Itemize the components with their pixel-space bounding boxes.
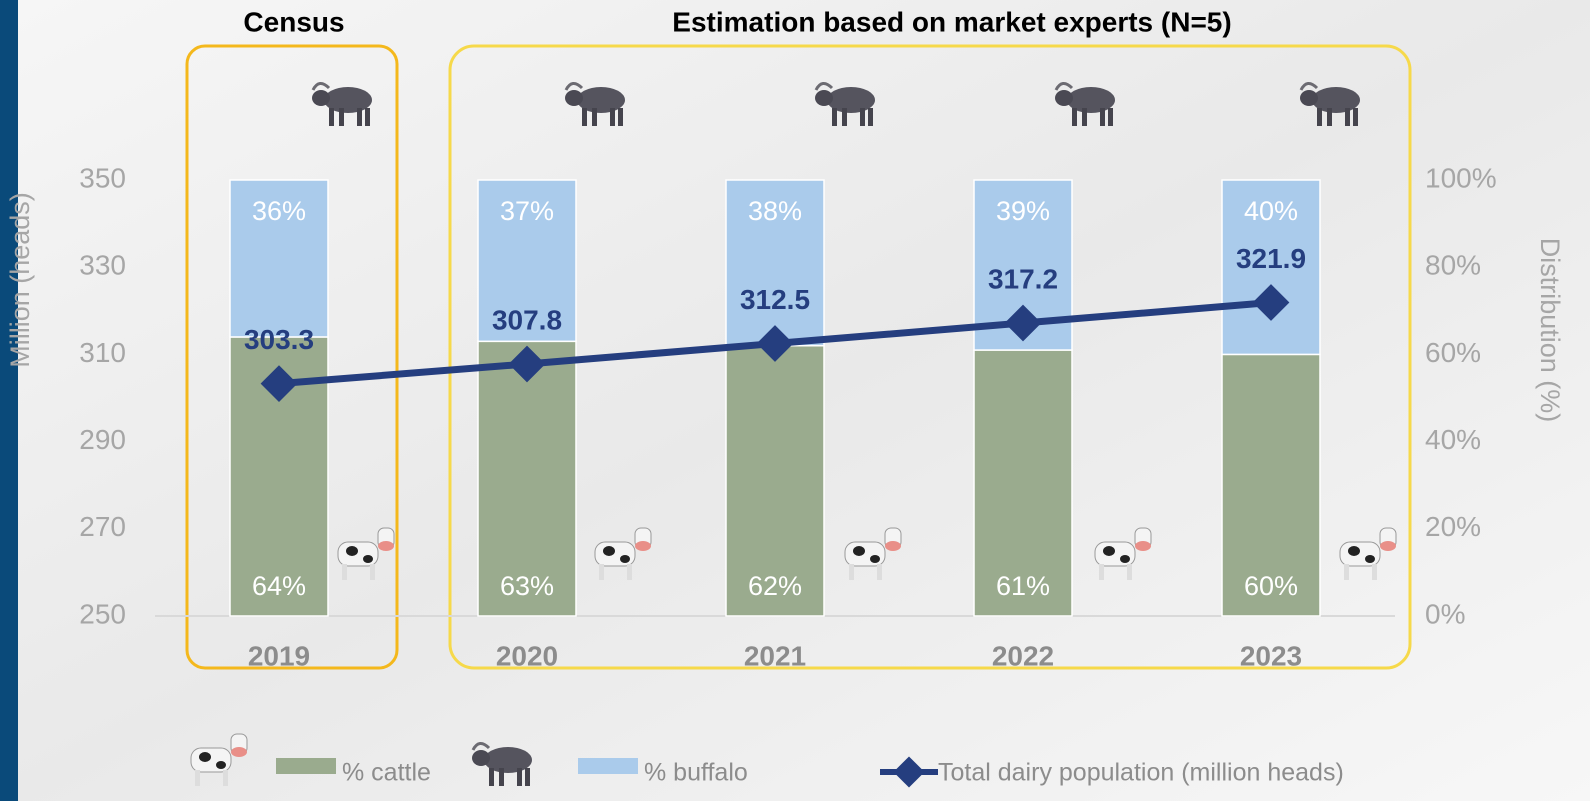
data-label: 312.5 <box>740 284 810 315</box>
side-strip <box>0 0 18 801</box>
data-label: 64% <box>252 571 306 601</box>
x-tick-label: 2020 <box>496 640 558 671</box>
census-box <box>185 44 399 670</box>
line-marker <box>1252 284 1290 321</box>
legend-swatch <box>578 758 638 774</box>
x-tick-label: 2022 <box>992 640 1054 671</box>
data-label: 303.3 <box>244 324 314 355</box>
data-label: 307.8 <box>492 304 562 335</box>
data-label: 60% <box>1244 571 1298 601</box>
x-tick-label: 2019 <box>248 640 310 671</box>
data-label: 61% <box>996 571 1050 601</box>
annotation: Census <box>243 6 344 37</box>
y2-tick-label: 60% <box>1425 337 1481 368</box>
line-marker <box>756 325 794 362</box>
data-label: 36% <box>252 196 306 226</box>
bar-segment <box>229 179 329 338</box>
legend-swatch <box>276 758 336 774</box>
bar-segment <box>725 179 825 347</box>
y2-tick-label: 40% <box>1425 424 1481 455</box>
y2-tick-label: 20% <box>1425 511 1481 542</box>
data-label: 62% <box>748 571 802 601</box>
bar-segment <box>725 344 825 617</box>
x-tick-label: 2023 <box>1240 640 1302 671</box>
y-tick-label: 350 <box>79 162 126 193</box>
y2-axis-title: Distribution (%) <box>1535 238 1565 423</box>
line-marker <box>1004 304 1042 342</box>
y-tick-label: 310 <box>79 337 126 368</box>
annotation: Estimation based on market experts (N=5) <box>672 6 1231 37</box>
y-tick-label: 250 <box>79 598 126 629</box>
data-label: 317.2 <box>988 263 1058 294</box>
data-label: 38% <box>748 196 802 226</box>
y-tick-label: 270 <box>79 511 126 542</box>
y2-tick-label: 80% <box>1425 250 1481 281</box>
data-label: 39% <box>996 196 1050 226</box>
data-label: 40% <box>1244 196 1298 226</box>
y2-tick-label: 100% <box>1425 162 1497 193</box>
data-label: 63% <box>500 571 554 601</box>
y-axis-title: Million (heads) <box>5 192 35 368</box>
legend-label: Total dairy population (million heads) <box>938 759 1344 787</box>
x-tick-label: 2021 <box>744 640 806 671</box>
legend-label: % cattle <box>342 759 431 787</box>
data-label: 321.9 <box>1236 243 1306 274</box>
bar-segment <box>477 179 577 343</box>
line-marker <box>508 345 546 383</box>
y-tick-label: 290 <box>79 424 126 455</box>
estimation-box <box>448 44 1412 670</box>
bar-segment <box>1221 353 1321 617</box>
bar-segment <box>1221 179 1321 356</box>
bar-segment <box>477 340 577 617</box>
line-marker <box>260 365 298 402</box>
y2-tick-label: 0% <box>1425 598 1465 629</box>
data-label: 37% <box>500 196 554 226</box>
legend-label: % buffalo <box>644 759 748 787</box>
y-tick-label: 330 <box>79 250 126 281</box>
bar-segment <box>973 349 1073 617</box>
